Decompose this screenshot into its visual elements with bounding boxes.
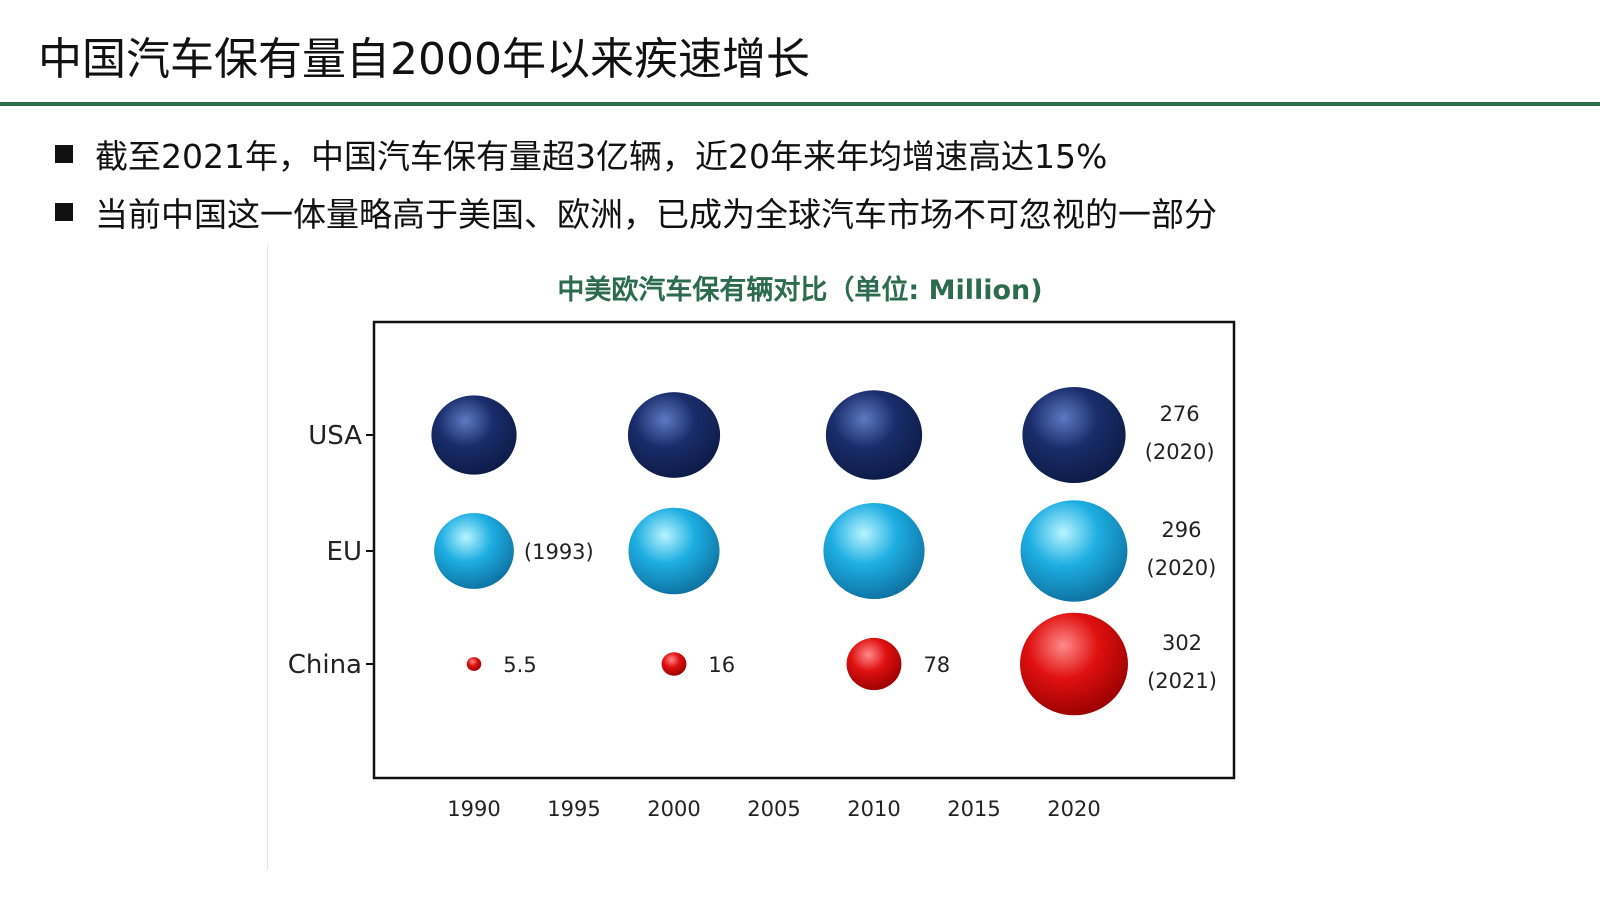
bubble-value-label: 78: [923, 653, 950, 677]
bullet-square-icon: [55, 145, 73, 163]
bubble-eu: [628, 507, 720, 595]
y-category-label: USA: [308, 421, 362, 451]
x-tick-label: 2020: [1047, 797, 1100, 821]
bullet-text: 当前中国这一体量略高于美国、欧洲，已成为全球汽车市场不可忽视的一部分: [95, 195, 1217, 234]
page-title: 中国汽车保有量自2000年以来疾速增长: [38, 34, 810, 85]
bubble-usa: [431, 395, 517, 475]
title-divider: [0, 102, 1600, 106]
bullet-text: 截至2021年，中国汽车保有量超3亿辆，近20年来年均增速高达15%: [95, 137, 1108, 176]
bubble-value-label: 302: [1162, 631, 1202, 655]
bubble-value-label: 276: [1160, 402, 1200, 426]
bullet-square-icon: [55, 203, 73, 221]
bubble-eu: [434, 513, 514, 589]
bubble-china: [846, 637, 902, 691]
chart-panel-border: [267, 245, 268, 870]
bubble-usa: [1022, 386, 1126, 484]
y-category-label: China: [288, 650, 362, 680]
bullet-list: 截至2021年，中国汽车保有量超3亿辆，近20年来年均增速高达15% 当前中国这…: [55, 125, 1217, 241]
bubble-china: [1020, 612, 1128, 716]
bubble-china: [661, 652, 687, 676]
bubble-usa: [825, 390, 923, 480]
bubble-value-label: 16: [708, 653, 735, 677]
bullet-item: 截至2021年，中国汽车保有量超3亿辆，近20年来年均增速高达15%: [55, 125, 1217, 183]
chart-title: 中美欧汽车保有辆对比（单位: Million): [557, 275, 1043, 306]
x-tick-label: 1995: [547, 797, 600, 821]
bubble-usa: [627, 392, 721, 478]
bullet-item: 当前中国这一体量略高于美国、欧洲，已成为全球汽车市场不可忽视的一部分: [55, 183, 1217, 241]
bubble-value-label: 296: [1161, 518, 1201, 542]
x-tick-label: 1990: [447, 797, 500, 821]
bubble-china: [466, 657, 482, 671]
bubble-eu: [823, 502, 925, 600]
bubble-year-label: (2020): [1145, 440, 1215, 464]
bubble-year-label: (2021): [1147, 669, 1217, 693]
bubble-eu: [1020, 500, 1128, 602]
x-tick-label: 2005: [747, 797, 800, 821]
y-category-label: EU: [327, 537, 362, 567]
x-tick-label: 2000: [647, 797, 700, 821]
bubble-year-label: (2020): [1147, 556, 1217, 580]
bubble-year-label: (1993): [524, 540, 594, 564]
x-tick-label: 2015: [947, 797, 1000, 821]
x-tick-label: 2010: [847, 797, 900, 821]
bubble-value-label: 5.5: [503, 653, 536, 677]
